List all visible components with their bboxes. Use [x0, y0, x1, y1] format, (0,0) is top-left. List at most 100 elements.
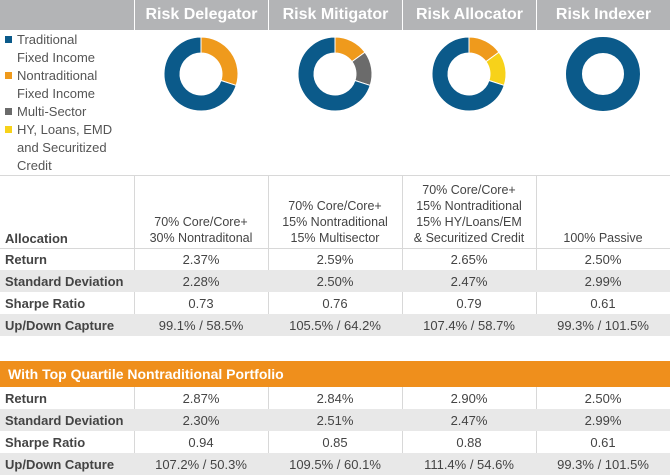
legend-swatch — [5, 72, 12, 79]
column-header-risk-delegator: Risk Delegator — [135, 0, 268, 30]
donut-slice-traditional — [566, 37, 640, 111]
legend-swatch — [5, 36, 12, 43]
column-divider — [134, 387, 135, 475]
allocation-line: 70% Core/Core+ — [288, 199, 382, 213]
allocation-line: 15% HY/Loans/EM — [416, 215, 522, 229]
legend-label: Nontraditional — [17, 68, 98, 83]
table-cell: 2.47% — [450, 274, 488, 289]
column-header-label: Risk Allocator — [416, 6, 523, 23]
row-band — [0, 248, 670, 249]
row-band — [0, 270, 670, 292]
row-label-capture: Up/Down Capture — [5, 318, 115, 333]
table-cell: 2.59% — [316, 252, 354, 267]
legend-label: Fixed Income — [17, 86, 96, 101]
table-cell: 2.84% — [316, 391, 354, 406]
table-cell: 2.30% — [182, 413, 220, 428]
table-cell: 2.90% — [450, 391, 488, 406]
column-header-label: Risk Indexer — [555, 6, 652, 23]
allocation-line: 70% Core/Core+ — [422, 183, 516, 197]
legend-swatch — [5, 126, 12, 133]
allocation-cell: 100% Passive — [536, 230, 670, 246]
row-label-return: Return — [5, 252, 47, 267]
allocation-line: 15% Multisector — [290, 231, 380, 245]
table-cell: 2.87% — [182, 391, 220, 406]
row-band — [0, 409, 670, 431]
table-cell: 0.85 — [322, 435, 348, 450]
allocation-line: 30% Nontraditonal — [149, 231, 253, 245]
legend-label: HY, Loans, EMD — [17, 122, 113, 137]
table-cell: 0.76 — [322, 296, 348, 311]
row-label-sharpe: Sharpe Ratio — [5, 435, 86, 450]
column-divider — [134, 176, 135, 336]
legend-item-hy-loans: HY, Loans, EMD and Securitized Credit — [5, 121, 112, 175]
table-cell: 107.4% / 58.7% — [423, 318, 515, 333]
legend-item-multisector: Multi-Sector — [5, 103, 86, 121]
allocation-line: 15% Nontraditional — [416, 199, 522, 213]
donut-slice-traditional — [297, 36, 371, 112]
table-cell: 0.94 — [188, 435, 214, 450]
legend-label: Fixed Income — [17, 50, 96, 65]
table-cell: 2.99% — [584, 413, 622, 428]
column-header-risk-indexer: Risk Indexer — [537, 0, 670, 30]
donut-slice-traditional — [163, 36, 237, 112]
donut-charts — [163, 36, 640, 112]
table-cell: 2.51% — [316, 413, 354, 428]
table-cell: 2.37% — [182, 252, 220, 267]
table-cell: 2.65% — [450, 252, 488, 267]
table-cell: 99.1% / 58.5% — [158, 318, 244, 333]
donut-slice-nontraditional — [200, 36, 239, 87]
header-bg-left — [0, 0, 134, 30]
column-header-risk-mitigator: Risk Mitigator — [269, 0, 402, 30]
row-label-capture: Up/Down Capture — [5, 457, 115, 472]
table-cell: 109.5% / 60.1% — [289, 457, 381, 472]
table-cell: 2.28% — [182, 274, 220, 289]
allocation-line: & Securitized Credit — [413, 231, 525, 245]
table-cell: 2.50% — [584, 252, 622, 267]
allocation-cell: 70% Core/Core+ 30% Nontraditonal — [134, 214, 268, 246]
column-divider — [402, 387, 403, 475]
row-label-return: Return — [5, 391, 47, 406]
table-cell: 2.50% — [584, 391, 622, 406]
row-label-allocation: Allocation — [5, 231, 68, 246]
table-cell: 99.3% / 101.5% — [557, 318, 649, 333]
divider — [0, 175, 670, 176]
column-divider — [268, 176, 269, 336]
table-cell: 2.99% — [584, 274, 622, 289]
row-label-sharpe: Sharpe Ratio — [5, 296, 86, 311]
legend-label: Credit — [17, 158, 52, 173]
table-cell: 105.5% / 64.2% — [289, 318, 381, 333]
column-divider — [402, 176, 403, 336]
allocation-line: 100% Passive — [563, 231, 643, 245]
table-cell: 2.50% — [316, 274, 354, 289]
table-cell: 0.73 — [188, 296, 214, 311]
allocation-cell: 70% Core/Core+ 15% Nontraditional 15% HY… — [402, 182, 536, 246]
section-header-top-quartile: With Top Quartile Nontraditional Portfol… — [0, 361, 670, 387]
legend-swatch — [5, 108, 12, 115]
table-cell: 0.61 — [590, 296, 616, 311]
column-header-label: Risk Mitigator — [282, 6, 389, 23]
column-divider — [536, 176, 537, 336]
legend-label: Multi-Sector — [17, 104, 87, 119]
table-cell: 0.61 — [590, 435, 616, 450]
column-divider — [268, 387, 269, 475]
table-cell: 0.79 — [456, 296, 482, 311]
allocation-cell: 70% Core/Core+ 15% Nontraditional 15% Mu… — [268, 198, 402, 246]
allocation-line: 70% Core/Core+ — [154, 215, 248, 229]
table-cell: 2.47% — [450, 413, 488, 428]
column-header-risk-allocator: Risk Allocator — [403, 0, 536, 30]
legend-item-traditional: Traditional Fixed Income — [5, 31, 95, 67]
allocation-line: 15% Nontraditional — [282, 215, 388, 229]
row-band — [0, 453, 670, 475]
legend-label: Traditional — [17, 32, 78, 47]
row-label-std-dev: Standard Deviation — [5, 274, 124, 289]
legend-item-nontraditional: Nontraditional Fixed Income — [5, 67, 97, 103]
row-band — [0, 314, 670, 336]
table-cell: 111.4% / 54.6% — [424, 457, 514, 472]
column-header-label: Risk Delegator — [145, 6, 258, 23]
table-cell: 99.3% / 101.5% — [557, 457, 649, 472]
legend-label: and Securitized — [17, 140, 107, 155]
table-cell: 107.2% / 50.3% — [155, 457, 247, 472]
donut-slice-traditional — [431, 36, 505, 112]
column-divider — [536, 387, 537, 475]
table-cell: 0.88 — [456, 435, 482, 450]
